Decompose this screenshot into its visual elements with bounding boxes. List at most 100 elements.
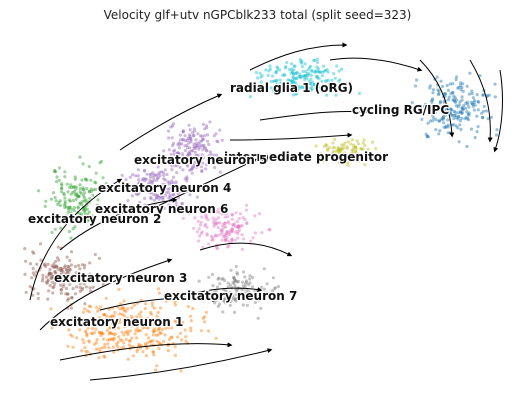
velocity-streamline [200, 243, 290, 255]
cell-point [55, 180, 58, 183]
cell-point [25, 291, 28, 294]
cell-point [476, 130, 479, 133]
cell-point [100, 160, 103, 163]
cell-point [235, 265, 238, 268]
cell-point [72, 199, 75, 202]
cell-point [321, 74, 324, 77]
cell-point [69, 236, 72, 239]
cell-point [309, 65, 312, 68]
cell-point [466, 85, 469, 88]
cell-point [198, 140, 201, 143]
cell-point [485, 109, 488, 112]
cell-point [70, 250, 73, 253]
cell-point [236, 237, 239, 240]
cell-point [110, 332, 113, 335]
cell-point [83, 307, 86, 310]
cell-point [145, 347, 148, 350]
cell-point [447, 89, 450, 92]
cell-point [37, 292, 40, 295]
cell-point [68, 259, 71, 262]
cell-point [116, 345, 119, 348]
cell-point [272, 276, 275, 279]
cell-point [102, 332, 105, 335]
velocity-streamline [260, 112, 365, 120]
cell-point [221, 310, 224, 313]
cell-point [458, 103, 461, 106]
cell-point [456, 87, 459, 90]
cell-point [75, 336, 78, 339]
cell-point [95, 306, 98, 309]
cell-point [59, 199, 62, 202]
cell-point [168, 148, 171, 151]
cell-point [452, 98, 455, 101]
cell-point [41, 274, 44, 277]
cell-point [81, 186, 84, 189]
cell-point [164, 168, 167, 171]
cell-point [241, 248, 244, 251]
cell-point [158, 292, 161, 295]
cell-point [242, 237, 245, 240]
cell-point [130, 337, 133, 340]
cell-point [83, 302, 86, 305]
cell-point [80, 349, 83, 352]
cell-point [196, 230, 199, 233]
cell-point [167, 136, 170, 139]
cell-point [254, 231, 257, 234]
cell-point [129, 339, 132, 342]
cell-point [231, 218, 234, 221]
cell-point [188, 146, 191, 149]
cell-point [23, 247, 26, 250]
cell-point [452, 117, 455, 120]
cell-point [137, 168, 140, 171]
cell-point [201, 144, 204, 147]
cell-point [81, 200, 84, 203]
cell-point [135, 350, 138, 353]
cell-point [248, 274, 251, 277]
cell-point [426, 135, 429, 138]
cell-point [102, 176, 105, 179]
cell-point [243, 275, 246, 278]
cell-point [281, 74, 284, 77]
cell-point [195, 144, 198, 147]
cell-point [214, 235, 217, 238]
cell-point [271, 74, 274, 77]
cell-point [459, 110, 462, 113]
cell-point [80, 203, 83, 206]
cell-point [465, 145, 468, 148]
cell-point [187, 137, 190, 140]
cell-point [155, 364, 158, 367]
cell-point [105, 297, 108, 300]
cell-point [204, 223, 207, 226]
cell-point [66, 345, 69, 348]
cell-point [245, 204, 248, 207]
cell-point [205, 226, 208, 229]
cell-point [56, 256, 59, 259]
cell-point [219, 233, 222, 236]
cell-point [99, 305, 102, 308]
cell-point [172, 176, 175, 179]
cell-point [211, 284, 214, 287]
cluster-label: excitatory neuron 3 [54, 271, 187, 285]
cell-point [218, 129, 221, 132]
cell-point [331, 141, 334, 144]
cell-point [152, 353, 155, 356]
cell-point [80, 178, 83, 181]
cell-point [347, 164, 350, 167]
cell-point [69, 206, 72, 209]
cell-point [333, 138, 336, 141]
cell-point [106, 338, 109, 341]
cell-point [468, 72, 471, 75]
cell-point [132, 354, 135, 357]
cell-point [293, 64, 296, 67]
cell-point [52, 262, 55, 265]
cell-point [415, 78, 418, 81]
cell-point [62, 192, 65, 195]
cell-point [247, 283, 250, 286]
cell-point [82, 311, 85, 314]
cell-point [83, 266, 86, 269]
cell-point [494, 95, 497, 98]
cell-point [307, 68, 310, 71]
cell-point [234, 239, 237, 242]
cell-point [446, 84, 449, 87]
cell-point [153, 307, 156, 310]
